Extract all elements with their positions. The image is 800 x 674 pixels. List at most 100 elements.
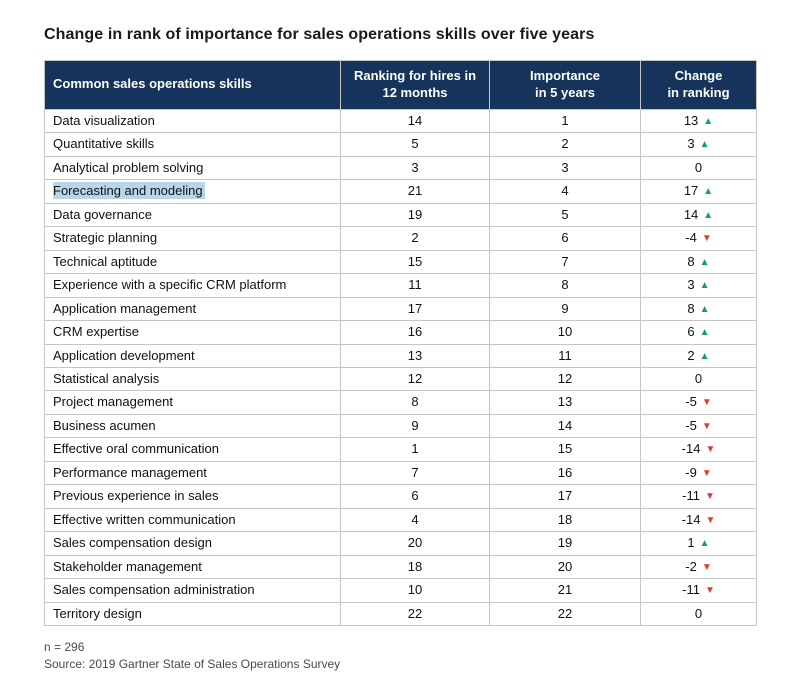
up-arrow-icon: ▲: [703, 209, 714, 221]
change-cell: 6 ▲: [640, 320, 757, 345]
rank-table: Common sales operations skills Ranking f…: [44, 60, 757, 627]
table-row: Stakeholder management 18 20 -2 ▼: [44, 554, 757, 580]
change-value: 3: [687, 277, 695, 293]
ranking-12-months-cell: 2: [340, 226, 490, 251]
skill-label: Quantitative skills: [53, 136, 155, 152]
skill-cell: Sales compensation design: [44, 531, 341, 556]
importance-5-years-cell: 2: [489, 132, 641, 157]
change-cell: 0: [640, 367, 757, 392]
skill-cell: Data visualization: [44, 108, 341, 134]
change-cell: 8 ▲: [640, 296, 757, 322]
importance-5-years-cell: 11: [489, 343, 641, 369]
skill-label: Sales compensation administration: [53, 582, 255, 598]
table-body: Data visualization 14 1 13 ▲ Quantitative ski…: [44, 108, 757, 627]
table-header: Common sales operations skills Ranking f…: [44, 60, 757, 110]
change-cell: 2 ▲: [640, 343, 757, 369]
ranking-12-months-cell: 13: [340, 343, 490, 369]
ranking-12-months-cell: 10: [340, 578, 490, 603]
importance-5-years-cell: 22: [489, 601, 641, 627]
change-cell: -14 ▼: [640, 507, 757, 533]
ranking-12-months-cell: 3: [340, 155, 490, 181]
change-value: 1: [687, 535, 695, 551]
down-arrow-icon: ▼: [701, 420, 712, 432]
skill-cell: Technical aptitude: [44, 249, 341, 275]
skill-label: Sales compensation design: [53, 535, 212, 551]
change-value: 2: [687, 347, 695, 363]
skill-cell: Sales compensation administration: [44, 578, 341, 603]
importance-5-years-cell: 1: [489, 108, 641, 134]
change-cell: 0: [640, 155, 757, 181]
header-change-in-ranking: Change in ranking: [640, 60, 757, 110]
ranking-12-months-cell: 1: [340, 437, 490, 462]
importance-5-years-cell: 21: [489, 578, 641, 603]
table-row: Technical aptitude 15 7 8 ▲: [44, 249, 757, 275]
change-value: 3: [687, 136, 695, 152]
skill-cell: Previous experience in sales: [44, 484, 341, 509]
ranking-12-months-cell: 5: [340, 132, 490, 157]
table-row: Statistical analysis 12 12 0: [44, 367, 757, 392]
importance-5-years-cell: 10: [489, 320, 641, 345]
skill-label: Application management: [53, 300, 197, 316]
skill-cell: Strategic planning: [44, 226, 341, 251]
change-cell: 3 ▲: [640, 132, 757, 157]
up-arrow-icon: ▲: [703, 115, 714, 127]
skill-cell: Stakeholder management: [44, 554, 341, 580]
skill-label: Business acumen: [53, 417, 156, 433]
importance-5-years-cell: 19: [489, 531, 641, 556]
down-arrow-icon: ▼: [701, 467, 712, 479]
change-value: 0: [694, 371, 703, 387]
table-row: Territory design 22 22 0: [44, 601, 757, 627]
importance-5-years-cell: 4: [489, 179, 641, 204]
up-arrow-icon: ▲: [699, 280, 710, 292]
table-row: Effective oral communication 1 15 -14 ▼: [44, 437, 757, 462]
importance-5-years-cell: 5: [489, 202, 641, 228]
change-value: -11: [682, 488, 700, 504]
skill-cell: Forecasting and modeling: [44, 179, 341, 204]
table-row: Quantitative skills 5 2 3 ▲: [44, 132, 757, 157]
importance-5-years-cell: 18: [489, 507, 641, 533]
change-value: 0: [694, 159, 703, 175]
ranking-12-months-cell: 7: [340, 460, 490, 486]
importance-5-years-cell: 13: [489, 390, 641, 415]
header-importance-5-years: Importance in 5 years: [489, 60, 641, 110]
down-arrow-icon: ▼: [704, 585, 715, 597]
down-arrow-icon: ▼: [701, 233, 712, 245]
skill-label: Statistical analysis: [53, 371, 160, 387]
up-arrow-icon: ▲: [703, 186, 714, 198]
importance-5-years-cell: 17: [489, 484, 641, 509]
skill-label: CRM expertise: [53, 324, 139, 340]
skill-cell: Experience with a specific CRM platform: [44, 273, 341, 298]
ranking-12-months-cell: 6: [340, 484, 490, 509]
footer: n = 296 Source: 2019 Gartner State of Sa…: [44, 639, 756, 674]
ranking-12-months-cell: 12: [340, 367, 490, 392]
skill-cell: Territory design: [44, 601, 341, 627]
change-cell: -9 ▼: [640, 460, 757, 486]
up-arrow-icon: ▲: [699, 256, 710, 268]
change-cell: -5 ▼: [640, 390, 757, 415]
table-row: Application management 17 9 8 ▲: [44, 296, 757, 322]
skill-label: Project management: [53, 394, 173, 410]
change-value: -4: [685, 230, 697, 246]
ranking-12-months-cell: 17: [340, 296, 490, 322]
change-cell: 8 ▲: [640, 249, 757, 275]
ranking-12-months-cell: 21: [340, 179, 490, 204]
skill-cell: Quantitative skills: [44, 132, 341, 157]
ranking-12-months-cell: 22: [340, 601, 490, 627]
change-value: 14: [683, 206, 699, 222]
change-value: 13: [683, 112, 699, 128]
table-row: Sales compensation administration 10 21 -11…: [44, 578, 757, 603]
skill-label: Strategic planning: [53, 230, 158, 246]
skill-label: Stakeholder management: [53, 558, 202, 574]
skill-label: Technical aptitude: [53, 253, 158, 269]
table-row: Project management 8 13 -5 ▼: [44, 390, 757, 415]
change-cell: -11 ▼: [640, 484, 757, 509]
table-row: Business acumen 9 14 -5 ▼: [44, 413, 757, 439]
skill-label: Data governance: [53, 206, 153, 222]
change-cell: -5 ▼: [640, 413, 757, 439]
table-row: Application development 13 11 2 ▲: [44, 343, 757, 369]
skill-label: Territory design: [53, 605, 142, 621]
table-row: Previous experience in sales 6 17 -11 ▼: [44, 484, 757, 509]
table-row: Sales compensation design 20 19 1 ▲: [44, 531, 757, 556]
down-arrow-icon: ▼: [705, 514, 716, 526]
